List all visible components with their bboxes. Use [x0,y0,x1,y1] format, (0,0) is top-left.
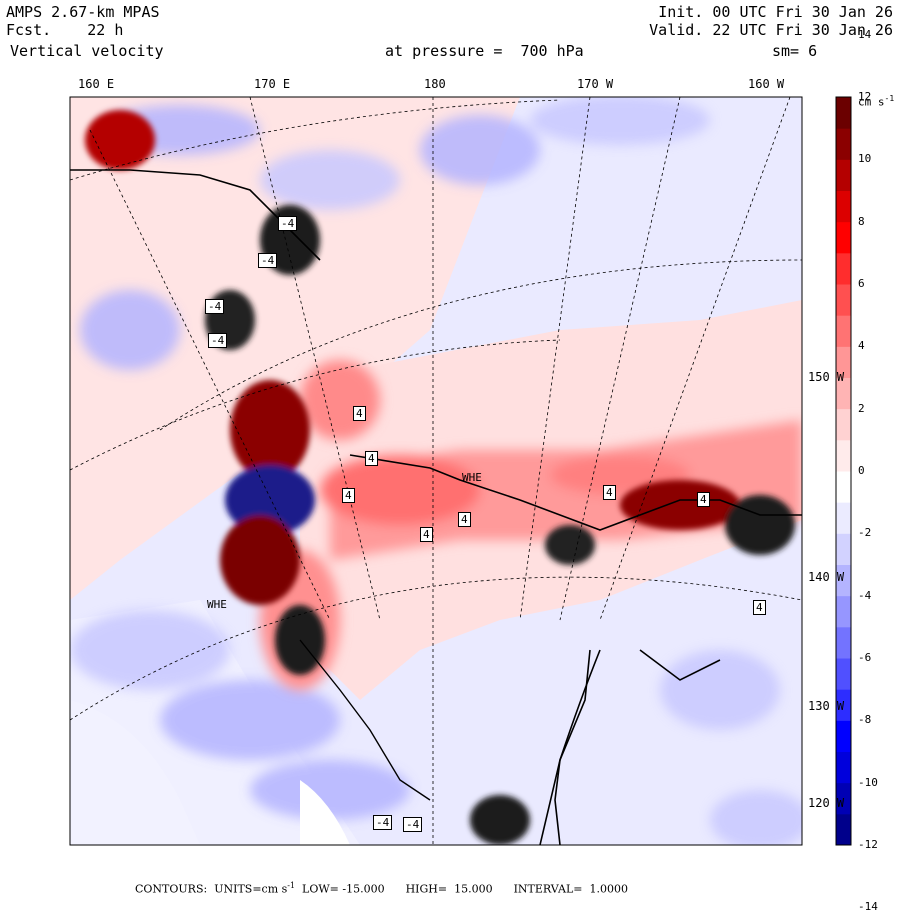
contour-value-label: 4 [753,600,766,615]
lon-label-180: 180 [424,77,446,91]
colorbar-swatch [836,159,851,191]
colorbar-swatch [836,346,851,378]
forecast-hour: Fcst. 22 h [6,21,124,39]
contour-value-label: -4 [205,299,225,314]
colorbar-swatch [836,751,851,784]
station-label: WHE [207,598,227,611]
contour-value-label: 4 [365,451,378,466]
colorbar-swatch [836,782,851,815]
contour-value-label: -4 [258,253,278,268]
contour-value-label: -4 [373,815,393,830]
lon-label-160e: 160 E [78,77,115,91]
contour-value-label: 4 [342,488,355,503]
lat-label-120w: 120 W [808,796,845,810]
lon-label-170e: 170 E [254,77,291,91]
valid-time: Valid. 22 UTC Fri 30 Jan 26 [649,21,893,39]
colorbar-frame [835,96,852,846]
lon-label-160w: 160 W [748,77,785,91]
colorbar-swatch [836,471,851,503]
contour-value-label: -4 [403,817,423,832]
lat-label-140w: 140 W [808,570,845,584]
colorbar-swatch [836,720,851,752]
colorbar-swatch [836,595,851,628]
colorbar-tick-label: 6 [858,277,865,290]
contour-info: CONTOURS: UNITS=cm s-1 LOW= -15.000 HIGH… [135,881,628,896]
colorbar-units: cm s-1 [858,94,895,109]
colorbar-swatch [836,564,851,597]
init-time: Init. 00 UTC Fri 30 Jan 26 [658,3,893,21]
colorbar-swatch [836,377,851,410]
colorbar-swatch [836,408,851,441]
contour-value-label: 4 [697,492,710,507]
colorbar-swatch [836,626,851,659]
colorbar-tick-label: -6 [858,651,872,664]
colorbar-swatch [836,97,851,129]
pressure-level: at pressure = 700 hPa [385,42,584,60]
colorbar [835,96,852,846]
colorbar-tick-label: 0 [858,464,865,477]
contour-value-label: -4 [208,333,228,348]
colorbar-tick-label: -10 [858,775,878,789]
plot-frame [69,96,803,846]
lon-label-170w: 170 W [577,77,614,91]
contour-value-label: -4 [278,216,298,231]
colorbar-tick-label: -4 [858,588,872,602]
colorbar-swatch [836,502,851,534]
colorbar-swatch [836,190,851,223]
colorbar-swatch [836,813,851,846]
colorbar-swatch [836,221,851,254]
lat-label-150w: 150 W [808,370,845,384]
graticule [70,97,802,845]
colorbar-tick-label: 4 [858,339,865,353]
smoothing: sm= 6 [772,42,818,60]
colorbar-tick-label: 2 [858,401,865,415]
lat-label-130w: 130 W [808,699,845,713]
colorbar-tick-label: -12 [858,838,878,851]
colorbar-swatch [836,439,851,472]
contour-value-label: 4 [420,527,433,542]
colorbar-swatch [836,284,851,316]
colorbar-swatch [836,128,851,160]
colorbar-tick-label: -8 [858,713,872,727]
contour-value-label: 4 [458,512,471,527]
colorbar-tick-label: 8 [858,214,865,228]
vertical-velocity-field [70,97,802,845]
station-label: WHE [462,471,482,484]
field-name: Vertical velocity [10,42,164,60]
colorbar-tick-label: 12 [858,90,872,103]
colorbar-swatch [836,315,851,347]
colorbar-tick-label: 14 [858,27,872,41]
colorbar-swatch [836,252,851,285]
contour-value-label: 4 [603,485,616,500]
colorbar-swatch [836,689,851,721]
model-title: AMPS 2.67-km MPAS [6,3,160,21]
coastline [70,169,802,845]
colorbar-tick-label: -14 [858,900,878,913]
contour-value-label: 4 [353,406,366,421]
colorbar-tick-label: -2 [858,526,872,540]
colorbar-tick-label: 10 [858,152,872,166]
colorbar-swatch [836,533,851,565]
colorbar-swatch [836,658,851,690]
